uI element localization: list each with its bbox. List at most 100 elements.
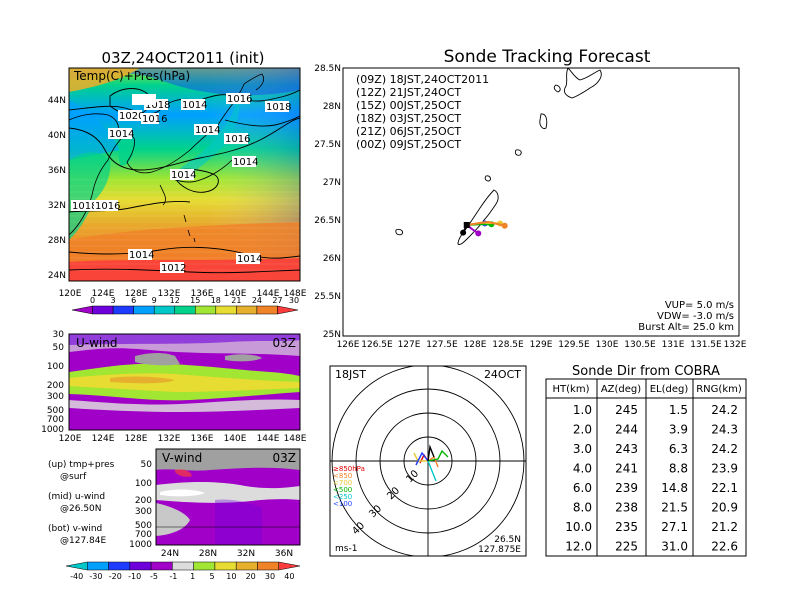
colorbar-tick: 10 <box>226 572 236 581</box>
isobar-label: 1018 <box>72 201 97 212</box>
u-wind-frame <box>68 333 301 431</box>
table-cell: 27.1 <box>661 520 688 534</box>
isobar-label: 1016 <box>225 134 250 145</box>
colorbar-tick: 18 <box>211 296 221 305</box>
tracking-param: Burst Alt= 25.0 km <box>638 322 734 333</box>
legend-note: (bot) v-wind <box>48 524 102 534</box>
colorbar-swatch <box>278 561 301 571</box>
table-cell: 24.3 <box>711 423 738 437</box>
lon-tick: 144E <box>257 289 280 299</box>
tracking-legend-item: (21Z) 06JST,25OCT <box>356 125 461 138</box>
colorbar-swatch <box>277 305 299 315</box>
lat-tick: 25.5N <box>314 292 341 302</box>
lat-tick: 28N <box>323 102 341 112</box>
table-cell: 6.3 <box>669 442 688 456</box>
colorbar-tick: -30 <box>89 572 102 581</box>
table-cell: 241 <box>615 462 638 476</box>
colorbar-swatch <box>133 305 155 315</box>
legend-note: @26.50N <box>60 504 102 514</box>
v-wind-y-ticks: 50 100 200 300 500 700 1000 <box>129 460 152 550</box>
pressure-tick: 100 <box>47 362 64 372</box>
isobar-labels: 1018 1014 1020 1016 1016 1018 1014 1016 … <box>71 93 291 274</box>
sonde-dir-title: Sonde Dir from COBRA <box>572 364 720 379</box>
colorbar-swatch <box>108 561 131 571</box>
sonde-dir-rows: 1.0 245 1.5 24.2 2.0 244 3.9 24.3 3.0 243 6.3 24.2 4… <box>565 403 738 554</box>
colorbar-tick: 30 <box>289 296 299 305</box>
colorbar-swatch <box>92 305 114 315</box>
tracking-coastlines <box>395 68 602 245</box>
polar-location-lat: 26.5N <box>494 535 521 545</box>
isobar-label: 1018 <box>266 102 291 113</box>
colorbar-swatch <box>174 305 196 315</box>
v-wind-x-ticks: 24N 28N 32N 36N <box>161 549 293 559</box>
hodograph-segment <box>415 451 429 466</box>
table-cell: 2.0 <box>573 423 592 437</box>
colorbar-swatch <box>235 561 258 571</box>
lon-tick: 120E <box>59 289 82 299</box>
colorbar-swatch <box>112 305 134 315</box>
isobar-label: 1014 <box>237 254 262 265</box>
isobar-label: 1012 <box>161 263 186 274</box>
wind-colorbar: -40 -30 -20 -10 -5 -1 1 5 10 20 30 40 <box>65 561 301 581</box>
colorbar-tick: 30 <box>265 572 275 581</box>
table-cell: 21.5 <box>661 501 688 515</box>
lon-tick: 127.5E <box>426 340 458 350</box>
colorbar-tick: 3 <box>111 296 116 305</box>
colorbar-swatch <box>71 305 93 315</box>
v-wind-time: 03Z <box>273 451 297 465</box>
launch-site-marker <box>463 221 470 228</box>
lon-tick: 128E <box>464 340 487 350</box>
isobar-label: 1016 <box>227 94 252 105</box>
lon-tick: 128E <box>125 434 148 444</box>
u-wind-y-ticks: 30 50 100 200 300 500 700 1000 <box>41 330 64 435</box>
table-cell: 24.2 <box>711 442 738 456</box>
lon-tick: 126.5E <box>361 340 393 350</box>
table-cell: 14.8 <box>661 481 688 495</box>
v-wind-label: V-wind <box>162 451 202 465</box>
tracking-legend-item: (18Z) 03JST,25OCT <box>356 112 461 125</box>
pressure-tick: 200 <box>47 381 64 391</box>
pressure-tick: 200 <box>135 496 152 506</box>
lon-tick: 131E <box>662 340 685 350</box>
colorbar-tick: 0 <box>90 296 95 305</box>
polar-level-legend: ≥850hPa <850 <700 <500 <250 <100 <box>333 465 365 508</box>
lat-tick: 28N <box>199 549 217 559</box>
colorbar-tick: 9 <box>152 296 157 305</box>
table-cell: 1.0 <box>573 403 592 417</box>
table-cell: 24.2 <box>711 403 738 417</box>
polar-hodograph <box>413 444 449 482</box>
lat-tick: 24N <box>48 271 66 281</box>
level-legend-item: <850 <box>333 472 352 480</box>
lon-tick: 140E <box>224 289 247 299</box>
lat-tick: 24N <box>161 549 179 559</box>
pressure-tick: 300 <box>47 392 64 402</box>
left-map-label: Temp(C)+Pres(hPa) <box>73 69 190 83</box>
lon-tick: 129.5E <box>558 340 590 350</box>
colorbar-swatch <box>129 561 152 571</box>
pressure-tick: 1000 <box>41 425 64 435</box>
polar-units: ms-1 <box>335 544 357 554</box>
tracking-legend-item: (09Z) 18JST,24OCT2011 <box>356 73 489 86</box>
tracking-param: VDW= -3.0 m/s <box>657 311 734 322</box>
lon-tick: 148E <box>284 289 307 299</box>
tracking-legend-item: (15Z) 00JST,25OCT <box>356 99 461 112</box>
sonde-track-line <box>466 220 505 227</box>
pressure-tick: 700 <box>135 530 152 540</box>
sonde-dir-headers: HT(km) AZ(deg) EL(deg) RNG(km) <box>553 384 742 395</box>
lon-tick: 140E <box>224 434 247 444</box>
lat-tick: 40N <box>48 131 66 141</box>
pressure-tick: 700 <box>47 415 64 425</box>
colorbar-swatch <box>195 305 217 315</box>
lon-tick: 144E <box>257 434 280 444</box>
isobar-label: 1016 <box>142 114 167 125</box>
level-legend-item: ≥850hPa <box>333 465 365 473</box>
lat-tick: 27N <box>323 178 341 188</box>
table-cell: 239 <box>615 481 638 495</box>
lon-tick: 148E <box>284 434 307 444</box>
isobar-label: 1020 <box>119 111 144 122</box>
colorbar-tick: -5 <box>150 572 158 581</box>
isobar-label: 1014 <box>195 125 220 136</box>
colorbar-swatch <box>150 561 173 571</box>
colorbar-tick: 6 <box>131 296 136 305</box>
